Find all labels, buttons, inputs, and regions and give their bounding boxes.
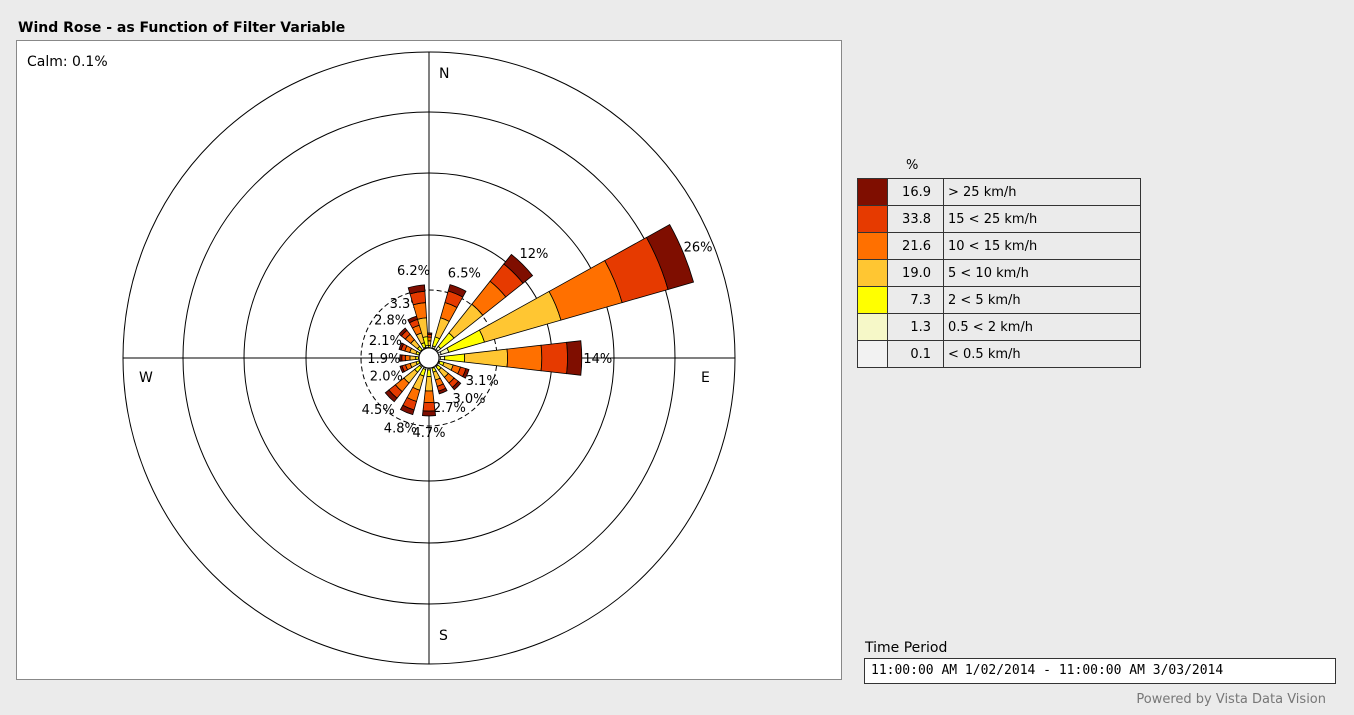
legend-label: 2 < 5 km/h	[943, 286, 1141, 314]
footer-credit: Powered by Vista Data Vision	[1136, 692, 1326, 707]
petal-label: 6.5%	[448, 267, 481, 282]
rose-petal-segment	[439, 355, 446, 361]
petal-label: 1.9%	[367, 352, 400, 367]
rose-petal-segment	[645, 224, 695, 290]
legend-swatch	[857, 178, 888, 206]
rose-petal-segment	[444, 353, 466, 363]
petal-label: 2.0%	[370, 370, 403, 385]
time-period-value: 11:00:00 AM 1/02/2014 - 11:00:00 AM 3/03…	[864, 658, 1336, 684]
petal-label: 4.7%	[412, 426, 445, 441]
calm-circle	[418, 347, 440, 369]
chart-title: Wind Rose - as Function of Filter Variab…	[18, 20, 346, 36]
rose-petal-segment	[462, 368, 470, 379]
rose-petal-segment	[566, 340, 583, 376]
rose-petal-segment	[399, 365, 405, 374]
rose-petal-segment	[398, 342, 405, 351]
compass-label-e: E	[701, 370, 710, 386]
rose-petal-segment	[384, 389, 398, 403]
legend-row: 19.0 5 < 10 km/h	[857, 259, 1141, 287]
rose-petal-segment	[438, 387, 448, 395]
legend-row: 33.8 15 < 25 km/h	[857, 205, 1141, 233]
legend-value: 1.3	[887, 313, 944, 341]
legend-row: 7.3 2 < 5 km/h	[857, 286, 1141, 314]
petal-label: 26%	[684, 241, 713, 256]
legend-label: > 25 km/h	[943, 178, 1141, 206]
rose-petal-segment	[422, 401, 436, 412]
legend-row: 21.6 10 < 15 km/h	[857, 232, 1141, 260]
legend-label: 5 < 10 km/h	[943, 259, 1141, 287]
petal-label: 2.1%	[369, 334, 402, 349]
petal-label: 4.5%	[362, 403, 395, 418]
rose-petal-segment	[399, 354, 403, 362]
petal-label: 2.7%	[433, 401, 466, 416]
legend-swatch	[857, 340, 888, 368]
legend-value: 7.3	[887, 286, 944, 314]
rose-petal-segment	[451, 380, 462, 391]
rose-petal-segment	[398, 327, 408, 337]
legend-label: < 0.5 km/h	[943, 340, 1141, 368]
legend-row: 1.3 0.5 < 2 km/h	[857, 313, 1141, 341]
legend-swatch	[857, 205, 888, 233]
rose-petal-segment	[447, 284, 467, 298]
rose-petal-segment	[399, 404, 415, 416]
petal-label: 3.0%	[453, 392, 486, 407]
legend-swatch	[857, 313, 888, 341]
compass-label-w: W	[139, 370, 153, 386]
legend-value: 19.0	[887, 259, 944, 287]
legend-header: %	[906, 158, 919, 173]
legend-value: 33.8	[887, 205, 944, 233]
rose-petal-segment	[464, 348, 508, 368]
legend-swatch	[857, 232, 888, 260]
rose-petal-segment	[409, 355, 417, 361]
legend-swatch	[857, 286, 888, 314]
petal-label: 4.8%	[384, 421, 417, 436]
legend-value: 0.1	[887, 340, 944, 368]
legend-value: 21.6	[887, 232, 944, 260]
petal-label: 14%	[583, 352, 612, 367]
compass-label-s: S	[439, 628, 448, 644]
rose-petal-segment	[407, 284, 426, 295]
rose-petal-segment	[506, 344, 543, 372]
compass-label-n: N	[439, 66, 449, 82]
petal-label: 12%	[519, 247, 548, 262]
rose-petal-segment	[421, 410, 437, 417]
rose-petal-segment	[424, 376, 434, 392]
rose-petal-segment	[404, 354, 411, 362]
rose-petal-segment	[503, 253, 534, 284]
legend-row: 16.9 > 25 km/h	[857, 178, 1141, 206]
petal-label: 6.2%	[397, 264, 430, 279]
time-period-label: Time Period	[865, 640, 948, 656]
rose-petal-segment	[401, 354, 406, 362]
calm-label: Calm: 0.1%	[27, 54, 108, 70]
legend-value: 16.9	[887, 178, 944, 206]
legend-label: 15 < 25 km/h	[943, 205, 1141, 233]
rose-petal-segment	[423, 390, 435, 403]
legend-table: 16.9 > 25 km/h 33.8 15 < 25 km/h 21.6 10 < 15…	[857, 178, 1141, 368]
legend-swatch	[857, 259, 888, 287]
rose-petal-segment	[540, 341, 568, 375]
legend-row: 0.1 < 0.5 km/h	[857, 340, 1141, 368]
legend-label: 0.5 < 2 km/h	[943, 313, 1141, 341]
legend-label: 10 < 15 km/h	[943, 232, 1141, 260]
petal-label: 3.1%	[466, 374, 499, 389]
rose-petal-segment	[426, 369, 432, 378]
petal-label: 2.8%	[374, 314, 407, 329]
